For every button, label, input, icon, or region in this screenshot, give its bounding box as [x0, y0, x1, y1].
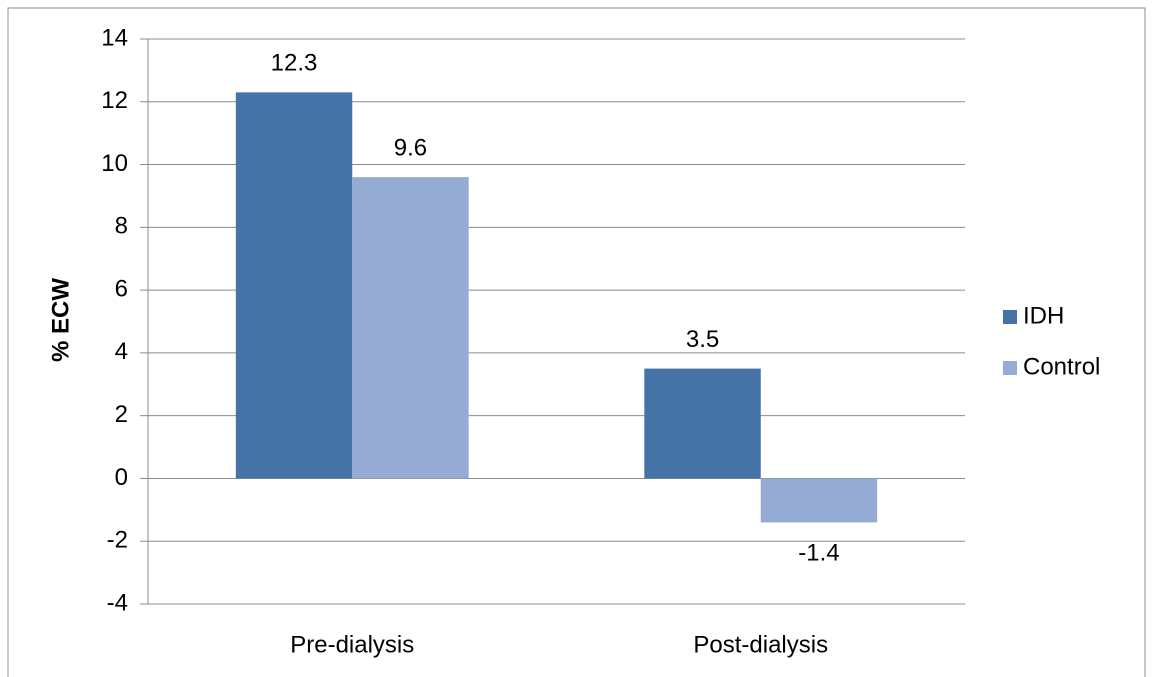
bar [644, 368, 761, 479]
y-axis-label: % ECW [47, 278, 74, 362]
bar [352, 177, 469, 479]
y-tick-label: -4 [107, 589, 128, 616]
legend-label: Control [1023, 353, 1100, 380]
data-label: 9.6 [394, 134, 427, 161]
y-tick-label: 8 [115, 213, 128, 240]
y-tick-label: 12 [101, 87, 128, 114]
x-tick-label: Pre-dialysis [290, 631, 414, 658]
chart-frame [7, 7, 1146, 677]
data-label: -1.4 [798, 540, 839, 567]
legend-swatch [1003, 310, 1017, 324]
y-tick-label: 2 [115, 401, 128, 428]
x-tick-label: Post-dialysis [693, 631, 828, 658]
y-tick-label: 10 [101, 150, 128, 177]
y-tick-label: 6 [115, 275, 128, 302]
bar [235, 92, 353, 479]
legend-label: IDH [1023, 302, 1064, 329]
legend-swatch [1003, 361, 1017, 375]
y-tick-label: 14 [101, 24, 128, 51]
y-tick-label: 0 [115, 464, 128, 491]
y-tick-label: 4 [115, 338, 128, 365]
y-tick-label: -2 [107, 527, 128, 554]
data-label: 3.5 [686, 326, 719, 353]
bar [760, 478, 878, 523]
data-label: 12.3 [271, 50, 318, 77]
